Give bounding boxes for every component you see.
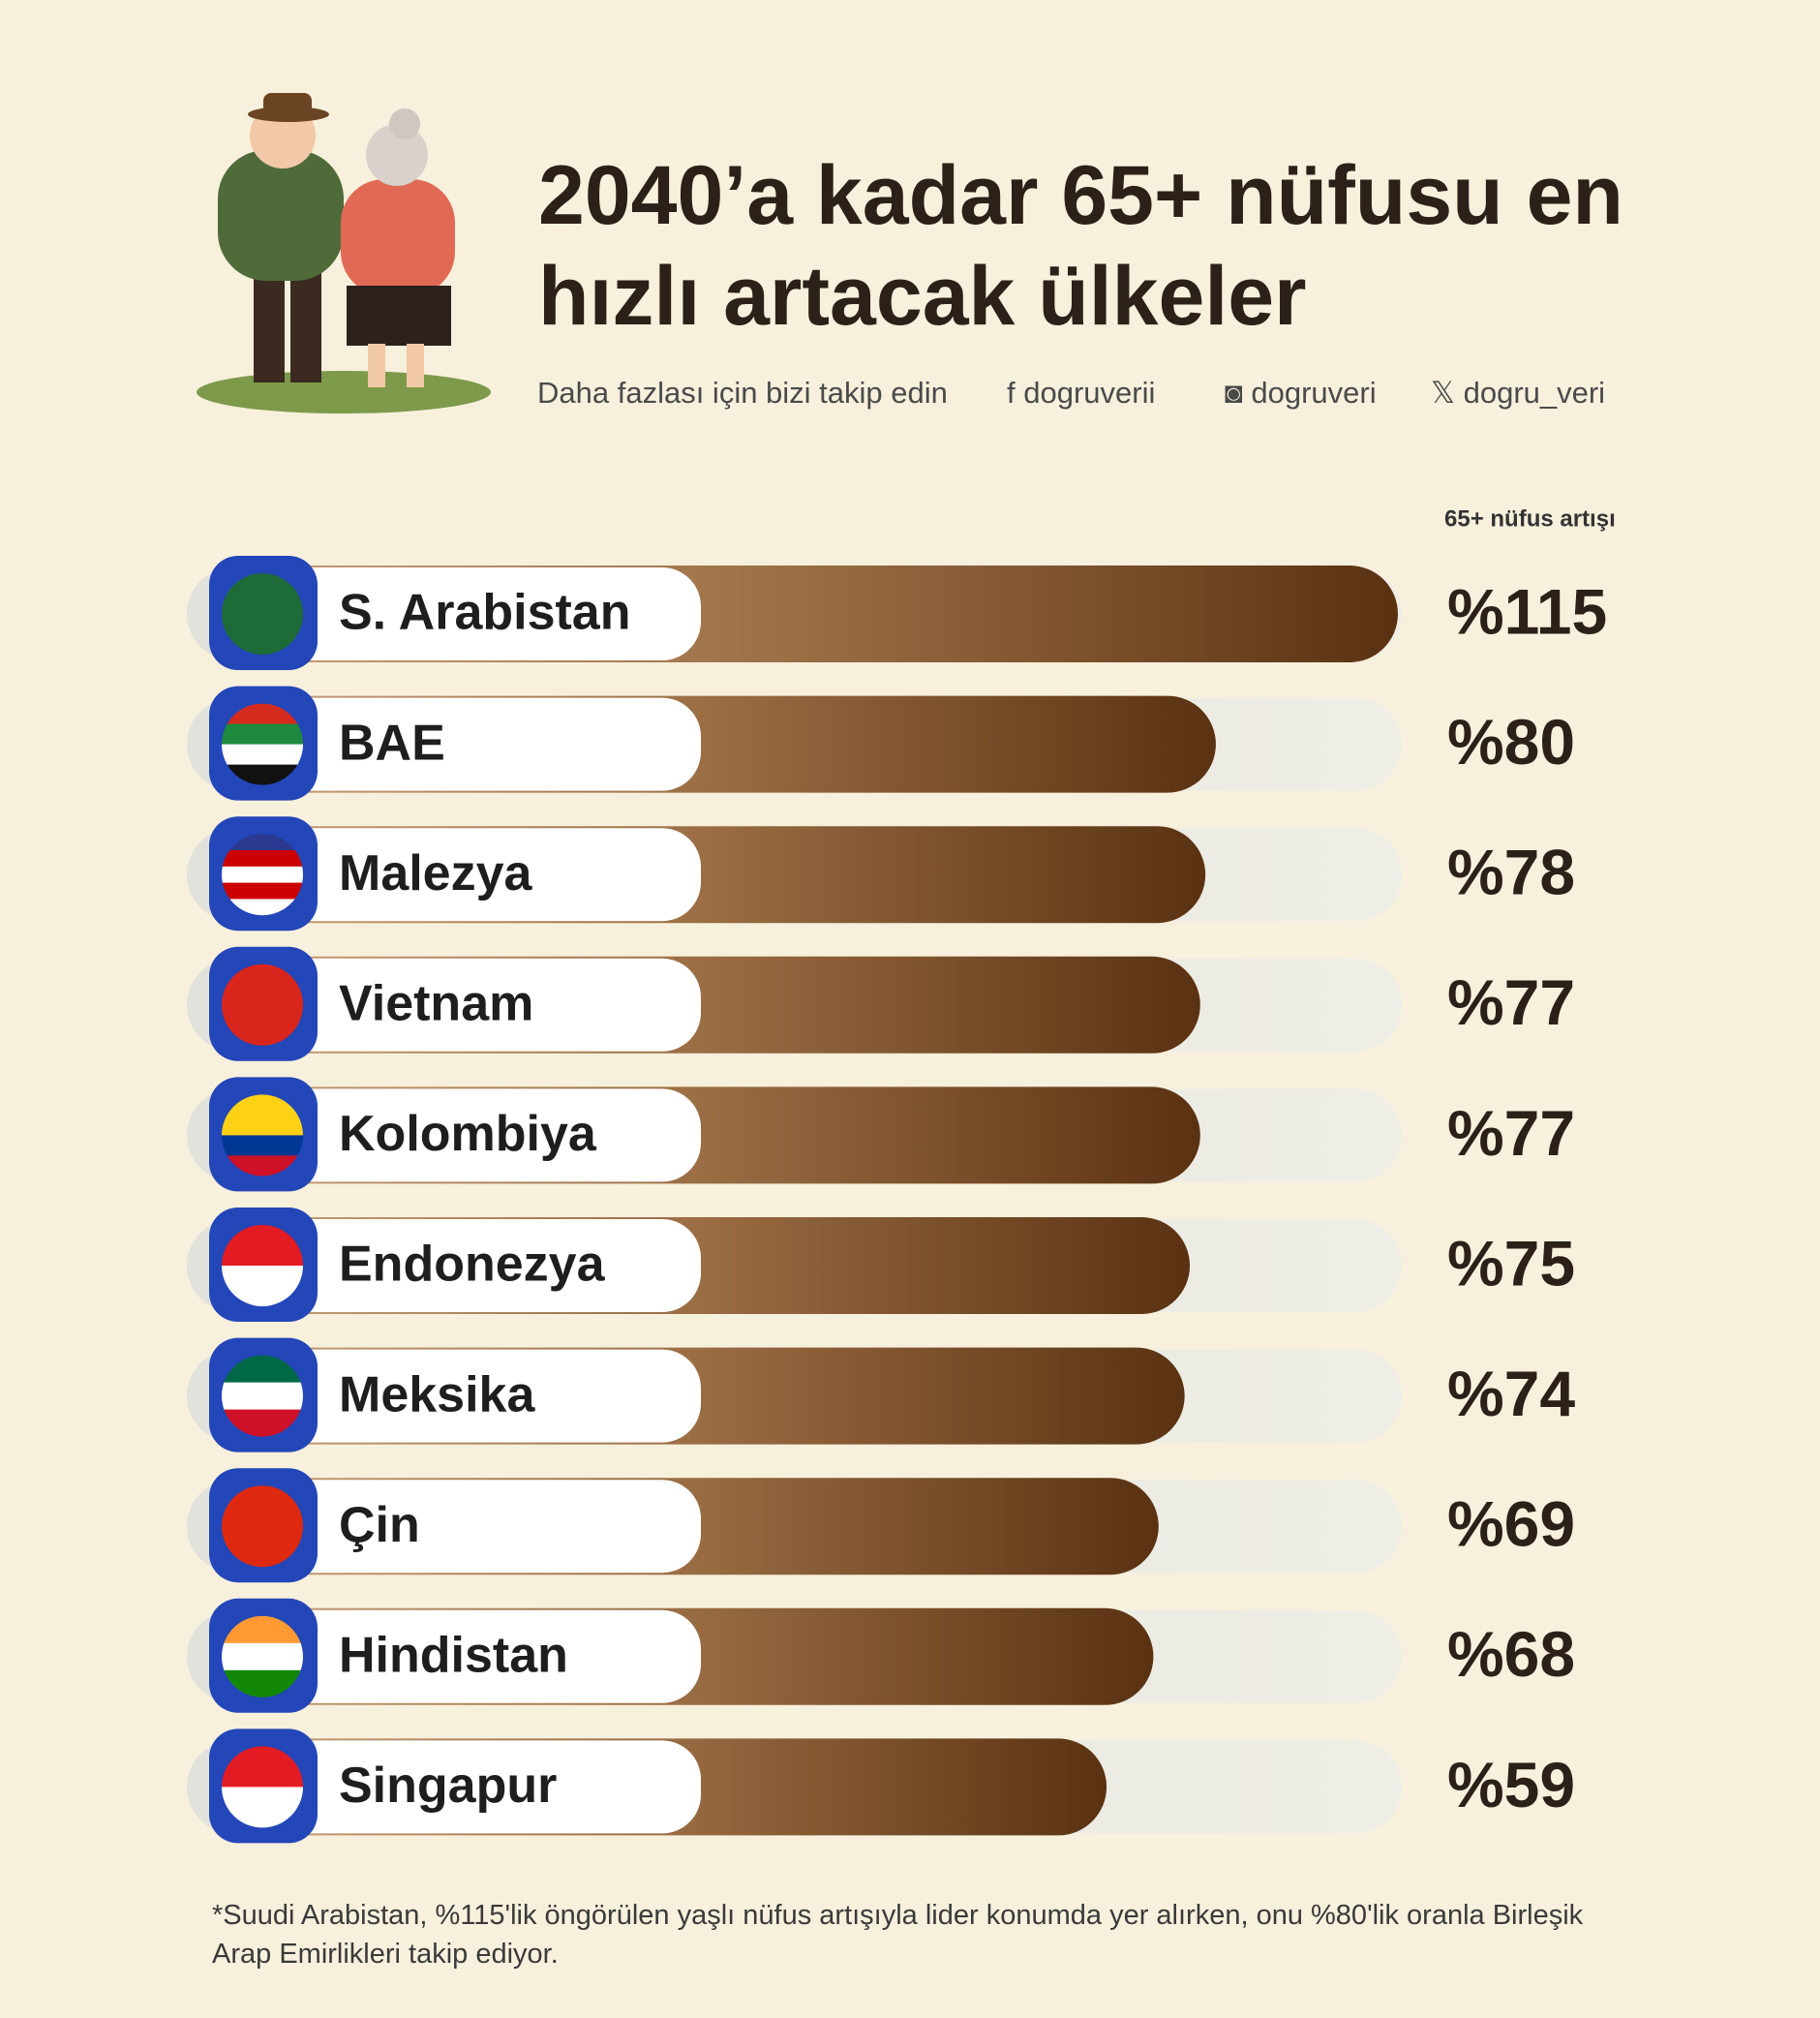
category-label: Malezya: [339, 845, 533, 902]
value-label: %59: [1447, 1749, 1575, 1820]
category-label: Meksika: [339, 1366, 535, 1422]
social-handle: dogruverii: [1023, 376, 1156, 410]
illustration: [197, 93, 491, 413]
category-label: Singapur: [339, 1758, 557, 1814]
label-pill: [212, 697, 701, 791]
footnote: *Suudi Arabistan, %115'lik öngörülen yaş…: [212, 1900, 1584, 1970]
label-pill: [212, 1349, 701, 1443]
label-pill: [212, 1088, 701, 1182]
value-label: %80: [1447, 706, 1575, 778]
label-pill: [212, 1609, 701, 1703]
category-label: Hindistan: [339, 1628, 568, 1684]
flag-stripe: [222, 882, 303, 901]
flag-stripe: [222, 866, 303, 884]
category-label: BAE: [339, 715, 445, 771]
category-label: S. Arabistan: [339, 585, 631, 641]
flag-stripe: [222, 723, 303, 746]
flag-stripe: [222, 1642, 303, 1671]
social-handle: dogruveri: [1251, 376, 1377, 410]
category-label: Endonezya: [339, 1237, 606, 1293]
value-label: %115: [1447, 575, 1607, 647]
flag-stripe: [222, 1115, 303, 1137]
label-pill: [212, 958, 701, 1052]
category-label: Çin: [339, 1497, 420, 1553]
social-instagram: ◙ dogruveri: [1225, 376, 1377, 410]
label-pill: [212, 1219, 701, 1312]
flag-stripe: [222, 850, 303, 868]
flag-stripe: [222, 1382, 303, 1411]
social-x: 𝕏 dogru_veri: [1431, 376, 1606, 410]
value-label: %78: [1447, 837, 1575, 908]
flag-stripe: [222, 963, 303, 1046]
subtitle: Daha fazlası için bizi takip edin: [537, 376, 948, 410]
social-facebook: f dogruverii: [1007, 376, 1156, 410]
social-handle: dogru_veri: [1463, 376, 1606, 410]
flag-stripe: [222, 1135, 303, 1157]
category-label: Vietnam: [339, 976, 533, 1032]
flag-stripe: [222, 573, 303, 655]
label-pill: [212, 567, 701, 660]
value-label: %69: [1447, 1488, 1575, 1560]
value-label: %75: [1447, 1227, 1575, 1299]
label-pill: [212, 1740, 701, 1834]
flag-stripe: [222, 1485, 303, 1568]
chart-title: 2040’a kadar 65+ nüfusu en hızlı artacak…: [538, 149, 1623, 343]
value-label: %68: [1447, 1618, 1575, 1690]
value-label: %77: [1447, 1097, 1575, 1169]
label-pill: [212, 828, 701, 922]
category-label: Kolombiya: [339, 1106, 597, 1162]
label-pill: [212, 1480, 701, 1574]
value-label: %74: [1447, 1358, 1575, 1429]
flag-stripe: [222, 744, 303, 766]
value-header: 65+ nüfus artışı: [1444, 505, 1616, 532]
value-label: %77: [1447, 966, 1575, 1038]
